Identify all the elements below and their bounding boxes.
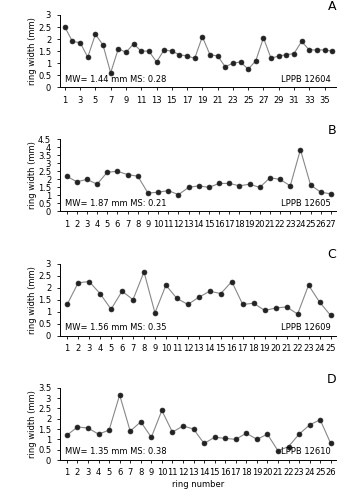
Text: LPPB 12604: LPPB 12604 — [281, 74, 330, 84]
Text: LPPB 12610: LPPB 12610 — [281, 448, 330, 456]
Text: LPPB 12605: LPPB 12605 — [281, 199, 330, 208]
Y-axis label: ring width (mm): ring width (mm) — [28, 390, 36, 458]
Y-axis label: ring width (mm): ring width (mm) — [28, 142, 36, 210]
Text: A: A — [328, 0, 336, 13]
Text: MW= 1.87 mm MS: 0.21: MW= 1.87 mm MS: 0.21 — [65, 199, 167, 208]
X-axis label: ring number: ring number — [172, 480, 224, 489]
Y-axis label: ring width (mm): ring width (mm) — [28, 17, 37, 85]
Text: MW= 1.56 mm MS: 0.35: MW= 1.56 mm MS: 0.35 — [65, 323, 167, 332]
Text: MW= 1.44 mm MS: 0.28: MW= 1.44 mm MS: 0.28 — [65, 74, 166, 84]
Text: D: D — [326, 372, 336, 386]
Y-axis label: ring width (mm): ring width (mm) — [28, 266, 37, 334]
Text: LPPB 12609: LPPB 12609 — [281, 323, 330, 332]
Text: C: C — [327, 248, 336, 262]
Text: B: B — [327, 124, 336, 137]
Text: MW= 1.35 mm MS: 0.38: MW= 1.35 mm MS: 0.38 — [65, 448, 167, 456]
